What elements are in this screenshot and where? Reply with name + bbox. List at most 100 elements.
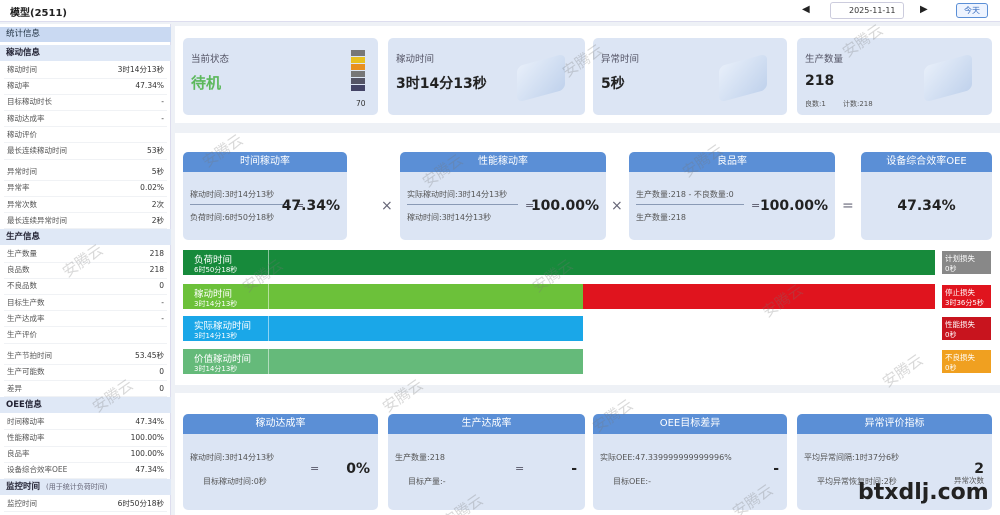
numerator: 稼动时间:3时14分13秒 xyxy=(190,453,275,462)
status-light xyxy=(351,71,365,77)
row-divider xyxy=(4,342,167,344)
row-label: 最长连续稼动时间 xyxy=(7,146,67,155)
row-label: 稼动时间 xyxy=(7,65,37,74)
operator: = xyxy=(842,198,854,214)
bottom-result: - xyxy=(773,461,779,477)
time-bar-divider xyxy=(268,349,269,374)
row-divider xyxy=(4,261,167,263)
row-value: 0.02% xyxy=(140,183,164,193)
time-bar-value: 6时50分18秒 xyxy=(194,266,238,274)
today-button[interactable]: 今天 xyxy=(956,3,988,18)
time-bar-value: 3时14分13秒 xyxy=(194,300,238,308)
row-divider xyxy=(4,379,167,381)
row-label: 生产可能数 xyxy=(7,367,45,377)
loss-box xyxy=(941,349,992,374)
top-bar xyxy=(0,0,1000,22)
row-label: 最长连续异常时间 xyxy=(7,215,67,225)
status-sub: 良数:1 xyxy=(805,100,826,108)
fraction-line xyxy=(636,204,744,205)
row-divider xyxy=(4,277,167,279)
loss-label: 不良损失 xyxy=(945,353,975,362)
loss-label: 停止损失 xyxy=(945,288,975,297)
equals: = xyxy=(295,199,305,212)
row-label: 设备综合效率OEE xyxy=(7,465,68,475)
row-divider xyxy=(4,477,167,479)
bottom-card-title: 稼动达成率 xyxy=(183,414,378,434)
time-bar-divider xyxy=(268,284,269,309)
row-value: 100.00% xyxy=(130,449,164,459)
time-bar xyxy=(583,284,935,309)
indicator-value: 70 xyxy=(356,99,366,108)
sidebar xyxy=(0,24,171,515)
denominator: 平均异常恢复时间:2秒 xyxy=(817,477,897,486)
row-label: 稼动率 xyxy=(7,81,30,91)
denominator: 稼动时间:3时14分13秒 xyxy=(407,213,492,222)
oee-card-title: 时间稼动率 xyxy=(183,152,347,172)
row-label: 异常时间 xyxy=(7,167,37,177)
status-value: 待机 xyxy=(191,74,222,92)
section-header: 稼动信息 xyxy=(0,45,171,61)
row-label: 不良品数 xyxy=(7,281,37,291)
row-value: - xyxy=(161,113,164,123)
section-note: (用于统计负荷时间) xyxy=(46,482,108,491)
row-divider xyxy=(4,158,167,160)
numerator: 稼动时间:3时14分13秒 xyxy=(190,190,275,199)
row-divider xyxy=(4,77,167,79)
row-value: 53秒 xyxy=(146,146,164,155)
numerator: 生产数量:218 - 不良数量:0 xyxy=(636,190,734,199)
row-divider xyxy=(4,310,167,312)
row-value: - xyxy=(161,97,164,107)
prev-day[interactable]: ◀ xyxy=(802,4,810,15)
row-divider xyxy=(4,396,167,398)
next-day[interactable]: ▶ xyxy=(920,4,928,15)
loss-label: 计划损失 xyxy=(945,254,975,263)
bottom-result: - xyxy=(571,461,577,477)
row-label: 良品数 xyxy=(7,265,30,275)
oee-result: 47.34% xyxy=(281,198,340,214)
bottom-card-title: 生产达成率 xyxy=(388,414,585,434)
numerator: 生产数量:218 xyxy=(395,453,445,462)
oee-result: 47.34% xyxy=(897,198,956,214)
row-label: 时间稼动率 xyxy=(7,416,45,426)
status-label: 生产数量 xyxy=(805,54,844,65)
bottom-card-title: OEE目标差异 xyxy=(593,414,787,434)
loss-box xyxy=(941,284,992,309)
operator: × xyxy=(611,198,623,214)
status-label: 异常时间 xyxy=(601,54,640,65)
row-label: 良品率 xyxy=(7,449,30,459)
denominator: 目标OEE:- xyxy=(613,477,651,486)
row-divider xyxy=(4,228,167,230)
page-title: 模型(2511) xyxy=(10,8,67,19)
status-card xyxy=(183,38,378,115)
loss-box xyxy=(941,250,992,275)
row-divider xyxy=(4,461,167,463)
time-bar-label: 负荷时间 xyxy=(194,255,233,266)
row-divider xyxy=(4,445,167,447)
row-divider xyxy=(4,93,167,95)
row-value: 2次 xyxy=(151,199,164,209)
bottom-result: 2 xyxy=(974,461,984,477)
row-value: 3时14分13秒 xyxy=(117,65,164,74)
row-value: 5秒 xyxy=(151,167,164,177)
row-divider xyxy=(4,293,167,295)
row-label: 差异 xyxy=(7,383,22,393)
loss-box xyxy=(941,316,992,341)
row-divider xyxy=(4,109,167,111)
equals: = xyxy=(515,462,525,475)
time-bar xyxy=(183,284,583,309)
status-light xyxy=(351,78,365,84)
bottom-card-title: 异常评价指标 xyxy=(797,414,992,434)
time-bar xyxy=(183,316,583,341)
row-value: 218 xyxy=(149,249,164,258)
row-label: 异常率 xyxy=(7,183,30,193)
date-picker[interactable]: 2025-11-11 xyxy=(830,2,904,19)
oee-card-title: 设备综合效率OEE xyxy=(861,152,992,172)
status-light xyxy=(351,57,365,63)
oee-result: 100.00% xyxy=(759,198,828,214)
oee-card-title: 性能稼动率 xyxy=(400,152,606,172)
row-divider xyxy=(4,511,167,513)
row-label: 监控时间 xyxy=(7,498,37,508)
status-value: 218 xyxy=(805,73,835,89)
bottom-result: 0% xyxy=(346,461,370,477)
